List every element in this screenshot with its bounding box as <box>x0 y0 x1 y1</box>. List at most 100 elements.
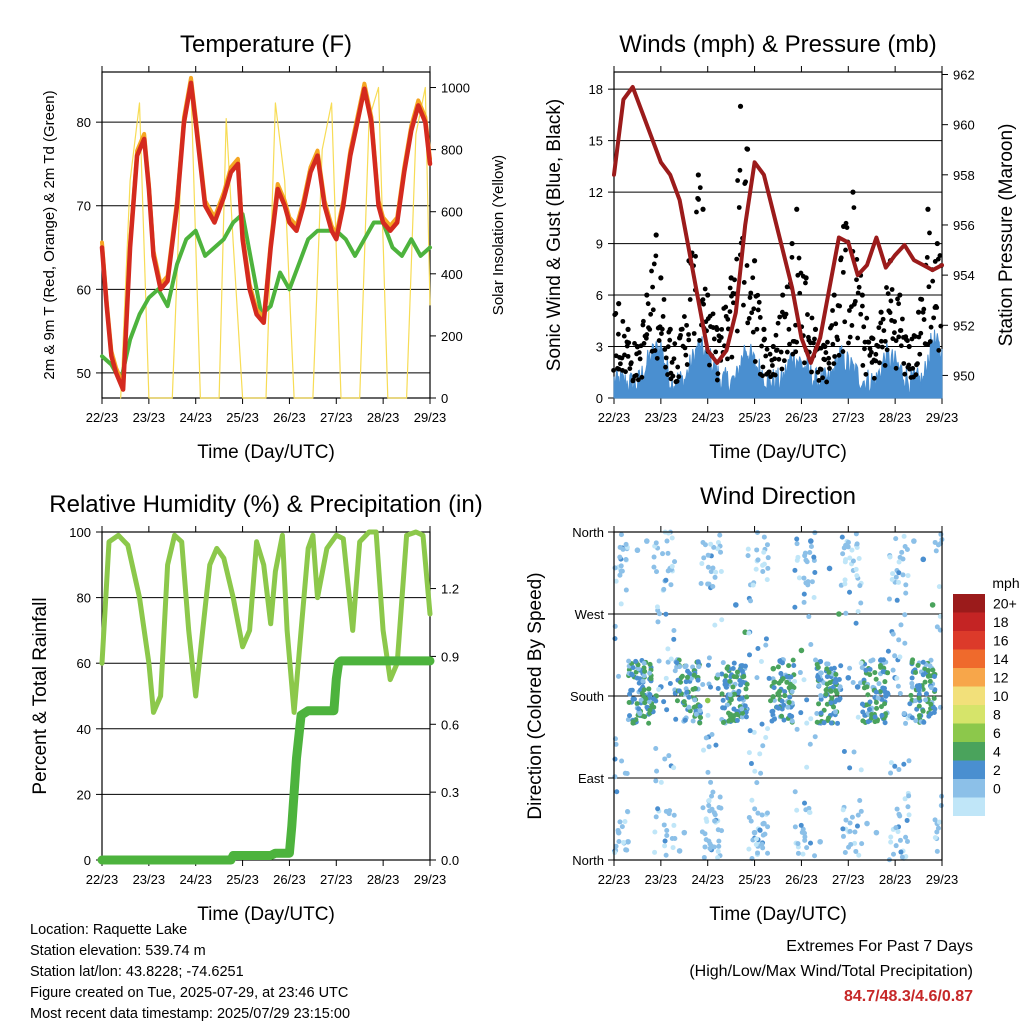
y-right-tick-label: 0.3 <box>441 785 459 800</box>
direction-point <box>839 534 845 540</box>
gust-point <box>861 324 867 330</box>
gust-point <box>835 337 841 343</box>
x-tick-label: 29/23 <box>926 410 959 425</box>
gust-point <box>847 334 853 340</box>
direction-point <box>794 541 800 547</box>
direction-point <box>626 700 632 706</box>
gust-point <box>864 315 870 321</box>
direction-point <box>821 720 827 726</box>
x-tick-label: 23/23 <box>133 872 166 887</box>
direction-point <box>746 846 752 852</box>
gust-point <box>789 254 795 260</box>
direction-point <box>761 534 767 540</box>
gust-point <box>910 365 916 371</box>
direction-point <box>847 589 853 595</box>
direction-point <box>885 691 891 697</box>
direction-point <box>642 714 648 720</box>
gust-point <box>849 323 855 328</box>
x-tick-label: 29/23 <box>414 410 447 425</box>
x-tick-label: 28/23 <box>879 410 912 425</box>
gust-point <box>625 353 631 359</box>
gust-point <box>898 328 904 333</box>
gust-point <box>736 205 742 210</box>
direction-point <box>906 758 912 764</box>
direction-point <box>624 809 630 815</box>
gust-point <box>831 292 837 298</box>
legend-swatch <box>953 686 985 705</box>
direction-point <box>732 691 738 697</box>
direction-point <box>867 666 873 672</box>
direction-point <box>718 549 724 555</box>
speed-legend: mph 20+ 18 16 14 12 10 8 6 4 2 0 <box>953 575 1020 816</box>
direction-point <box>715 855 721 861</box>
direction-point <box>706 838 712 844</box>
direction-point <box>885 670 891 676</box>
direction-point <box>763 735 769 741</box>
gust-point <box>820 375 825 381</box>
gust-point <box>937 253 943 258</box>
direction-point <box>890 571 896 577</box>
gust-point <box>847 308 852 313</box>
direction-point <box>702 831 708 837</box>
gust-point <box>777 314 783 320</box>
direction-point <box>759 812 765 818</box>
x-tick-label: 29/23 <box>414 872 447 887</box>
direction-point <box>833 671 839 677</box>
direction-point <box>765 726 771 732</box>
direction-point <box>745 553 751 559</box>
direction-point <box>728 711 734 717</box>
direction-point <box>713 569 719 575</box>
station-elevation: Station elevation: 539.74 m <box>30 943 206 959</box>
direction-point <box>758 770 764 776</box>
direction-point <box>770 694 776 700</box>
gust-point <box>653 253 659 259</box>
direction-point <box>865 719 871 725</box>
gust-point <box>818 367 824 372</box>
gust-point <box>617 361 623 367</box>
gust-point <box>784 349 790 355</box>
x-tick-label: 25/23 <box>738 872 771 887</box>
gust-point <box>905 338 910 344</box>
direction-point <box>743 714 749 720</box>
gust-point <box>727 309 733 315</box>
direction-point <box>853 848 859 854</box>
direction-point <box>909 660 915 666</box>
gust-point <box>902 371 908 377</box>
direction-point <box>888 834 894 840</box>
direction-point <box>887 554 893 560</box>
x-tick-label: 22/23 <box>598 872 631 887</box>
direction-point <box>827 688 833 694</box>
direction-point <box>720 705 726 711</box>
gust-point <box>644 332 650 337</box>
direction-point <box>734 711 740 717</box>
direction-point <box>651 554 657 560</box>
x-tick-label: 28/23 <box>367 872 400 887</box>
direction-point <box>764 577 770 583</box>
direction-point <box>894 675 900 681</box>
direction-point <box>706 744 712 750</box>
direction-point <box>715 686 721 692</box>
direction-point <box>758 659 764 665</box>
direction-point <box>920 708 926 714</box>
gust-point <box>878 309 884 315</box>
direction-point <box>704 818 710 824</box>
direction-point <box>748 598 754 604</box>
direction-point <box>755 557 761 563</box>
direction-point <box>811 554 817 560</box>
direction-point <box>705 581 711 587</box>
direction-point <box>660 551 666 557</box>
gust-point <box>702 286 708 292</box>
direction-point <box>897 691 903 697</box>
gust-point <box>830 308 835 313</box>
direction-point <box>898 849 904 855</box>
direction-point <box>845 674 852 681</box>
direction-point <box>802 800 808 806</box>
gust-point <box>748 290 754 296</box>
gust-point <box>809 369 814 375</box>
direction-point <box>647 670 653 676</box>
gust-point <box>779 366 785 372</box>
direction-point <box>828 700 834 706</box>
direction-point <box>916 703 922 709</box>
gust-point <box>696 197 701 202</box>
x-axis-label: Time (Day/UTC) <box>197 904 335 925</box>
